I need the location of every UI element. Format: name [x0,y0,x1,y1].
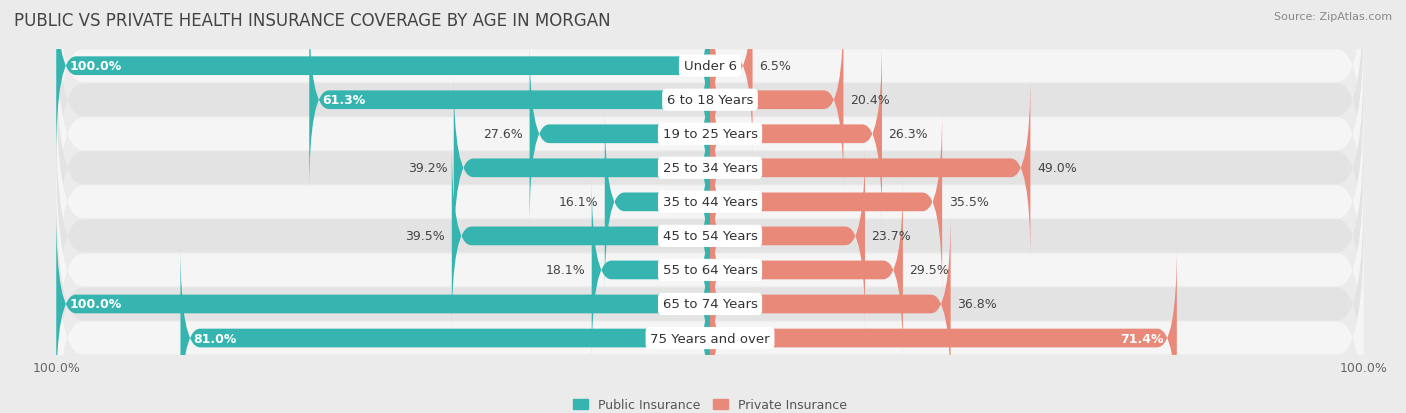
Text: 29.5%: 29.5% [910,264,949,277]
Text: 25 to 34 Years: 25 to 34 Years [662,162,758,175]
Text: 100.0%: 100.0% [69,60,121,73]
Text: Source: ZipAtlas.com: Source: ZipAtlas.com [1274,12,1392,22]
Text: 27.6%: 27.6% [484,128,523,141]
FancyBboxPatch shape [56,15,1364,254]
FancyBboxPatch shape [56,0,1364,186]
Text: 39.5%: 39.5% [405,230,446,243]
Text: 61.3%: 61.3% [322,94,366,107]
FancyBboxPatch shape [454,76,710,261]
Text: 81.0%: 81.0% [194,332,236,345]
Text: 18.1%: 18.1% [546,264,585,277]
FancyBboxPatch shape [710,178,903,363]
FancyBboxPatch shape [56,49,1364,288]
FancyBboxPatch shape [710,110,942,295]
FancyBboxPatch shape [56,212,710,397]
FancyBboxPatch shape [451,144,710,329]
Text: 39.2%: 39.2% [408,162,447,175]
Legend: Public Insurance, Private Insurance: Public Insurance, Private Insurance [568,393,852,413]
FancyBboxPatch shape [56,0,1364,220]
FancyBboxPatch shape [180,246,710,413]
Text: 20.4%: 20.4% [851,94,890,107]
FancyBboxPatch shape [56,151,1364,390]
Text: 26.3%: 26.3% [889,128,928,141]
Text: 35.5%: 35.5% [949,196,988,209]
FancyBboxPatch shape [710,76,1031,261]
FancyBboxPatch shape [710,246,1177,413]
Text: 6.5%: 6.5% [759,60,792,73]
Text: 16.1%: 16.1% [558,196,598,209]
Text: PUBLIC VS PRIVATE HEALTH INSURANCE COVERAGE BY AGE IN MORGAN: PUBLIC VS PRIVATE HEALTH INSURANCE COVER… [14,12,610,30]
Text: 19 to 25 Years: 19 to 25 Years [662,128,758,141]
FancyBboxPatch shape [710,8,844,193]
FancyBboxPatch shape [56,185,1364,413]
FancyBboxPatch shape [592,178,710,363]
FancyBboxPatch shape [309,8,710,193]
FancyBboxPatch shape [56,0,710,159]
Text: 65 to 74 Years: 65 to 74 Years [662,298,758,311]
Text: 100.0%: 100.0% [69,298,121,311]
FancyBboxPatch shape [710,42,882,227]
FancyBboxPatch shape [710,212,950,397]
Text: 49.0%: 49.0% [1038,162,1077,175]
Text: Under 6: Under 6 [683,60,737,73]
Text: 55 to 64 Years: 55 to 64 Years [662,264,758,277]
FancyBboxPatch shape [710,144,865,329]
Text: 75 Years and over: 75 Years and over [650,332,770,345]
FancyBboxPatch shape [530,42,710,227]
Text: 45 to 54 Years: 45 to 54 Years [662,230,758,243]
Text: 71.4%: 71.4% [1121,332,1164,345]
Text: 6 to 18 Years: 6 to 18 Years [666,94,754,107]
FancyBboxPatch shape [56,117,1364,356]
FancyBboxPatch shape [56,83,1364,322]
Text: 23.7%: 23.7% [872,230,911,243]
FancyBboxPatch shape [56,218,1364,413]
FancyBboxPatch shape [710,0,752,159]
FancyBboxPatch shape [605,110,710,295]
Text: 36.8%: 36.8% [957,298,997,311]
Text: 35 to 44 Years: 35 to 44 Years [662,196,758,209]
